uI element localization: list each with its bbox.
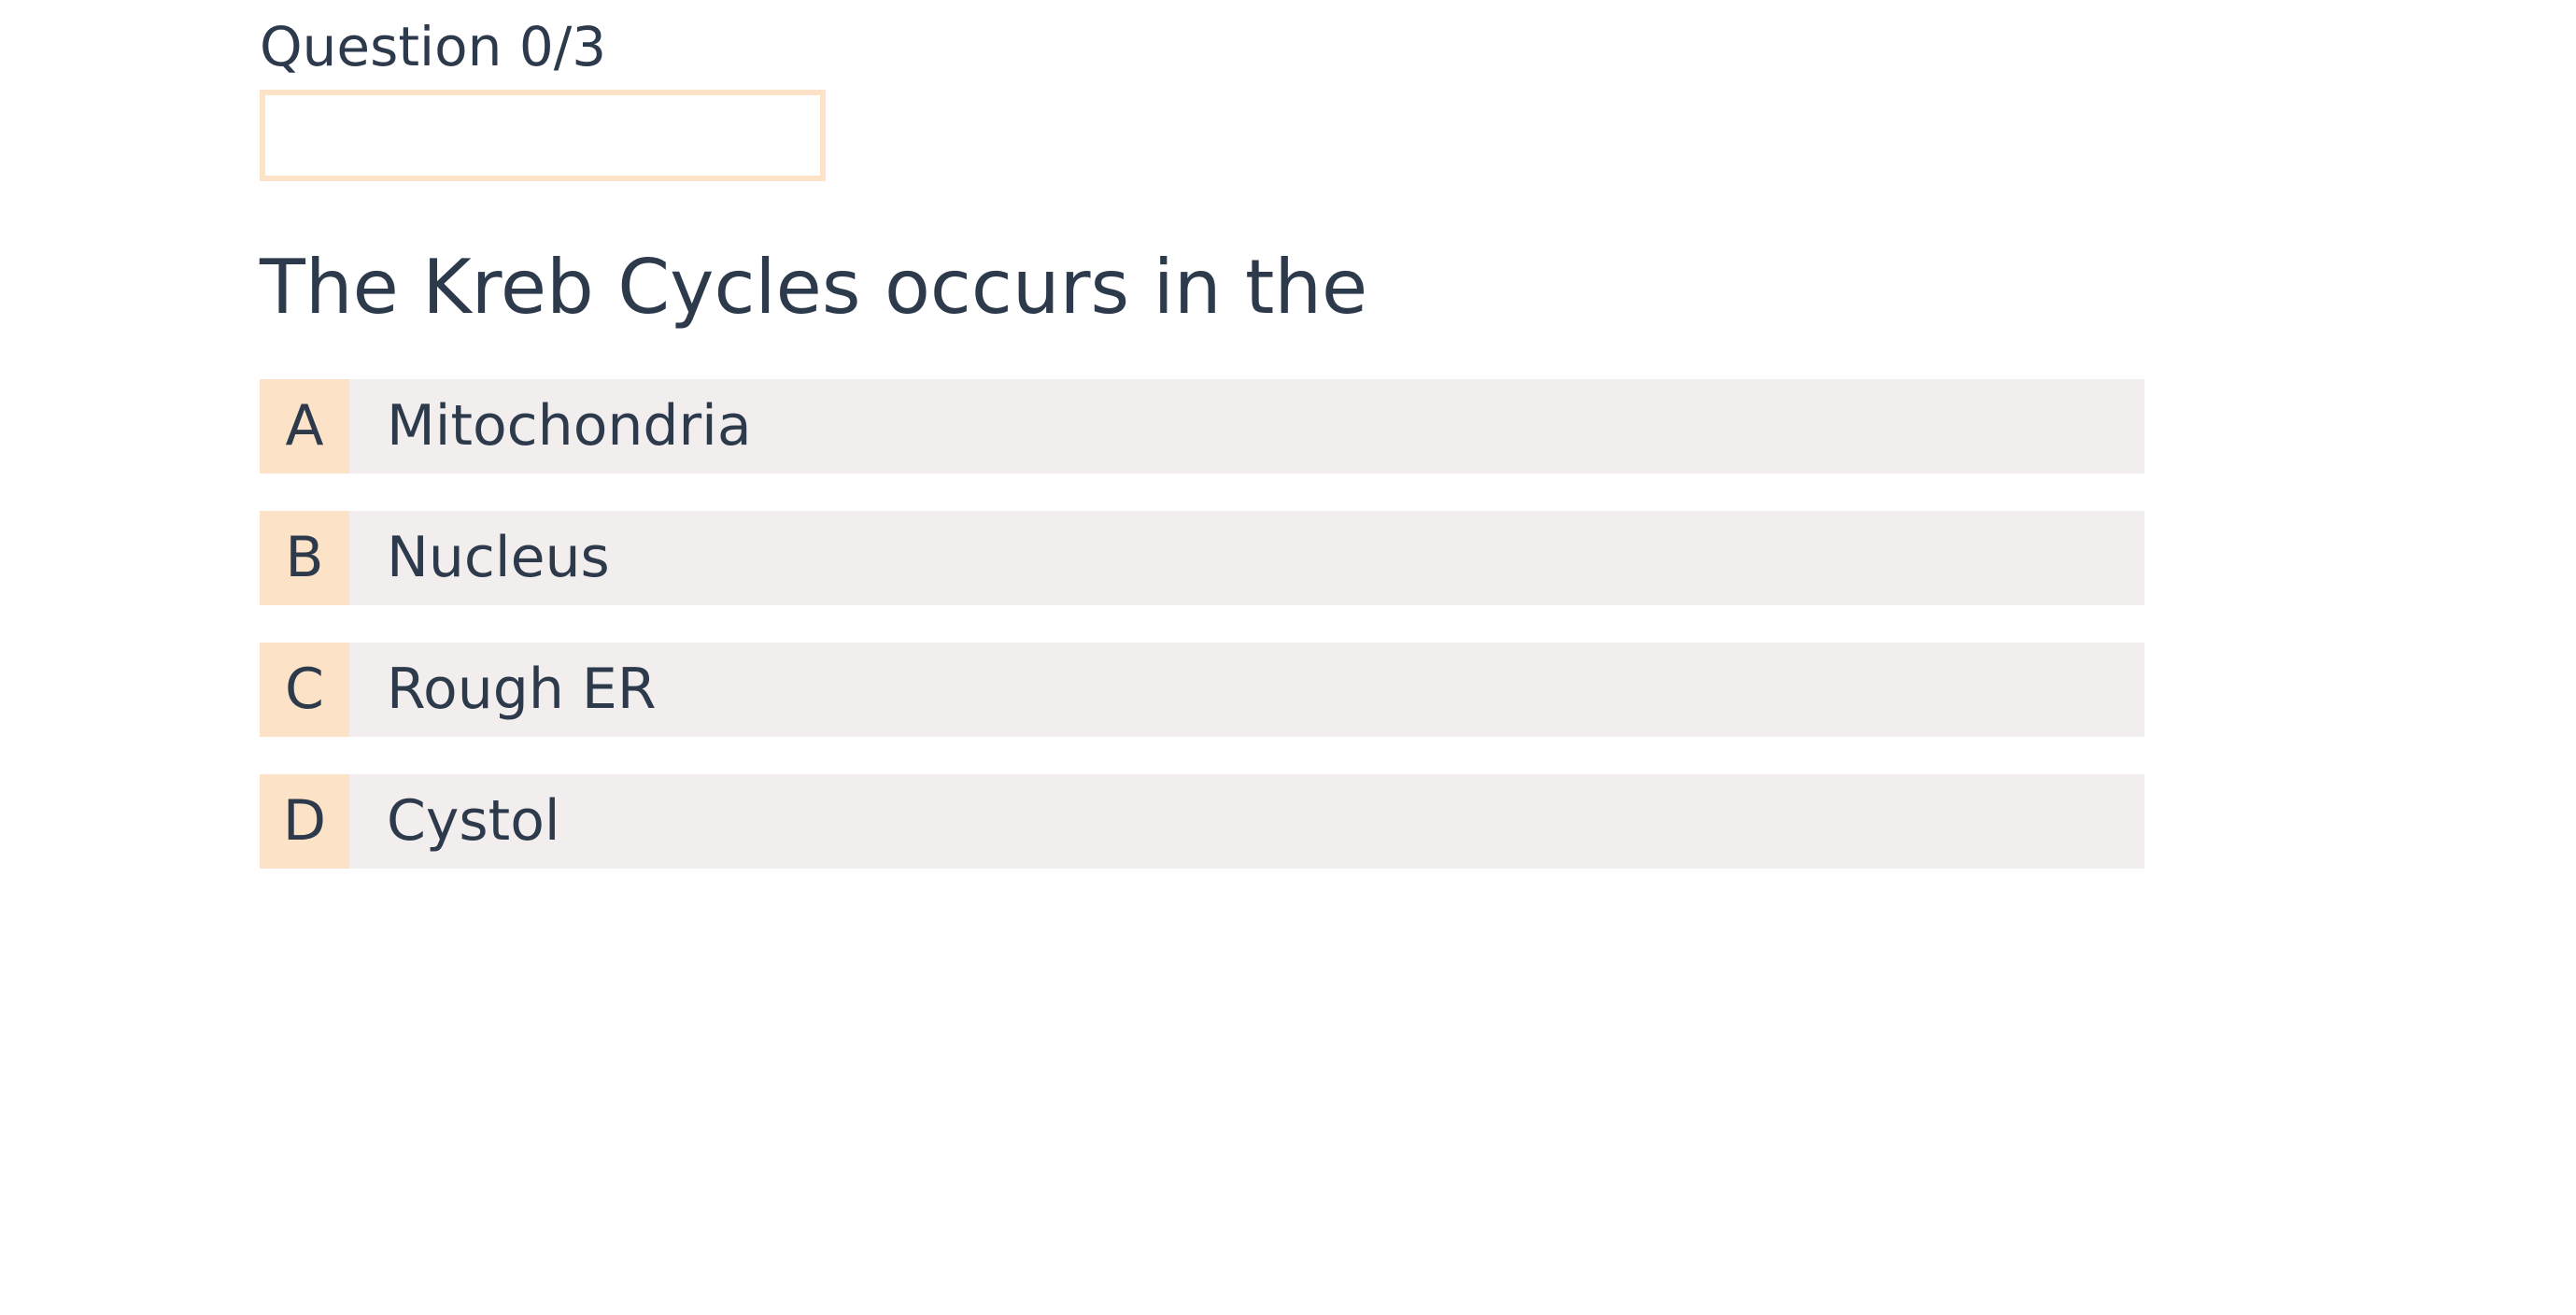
answer-option-d[interactable]: D Cystol — [260, 774, 2144, 869]
option-text: Nucleus — [387, 525, 610, 590]
option-text: Cystol — [387, 788, 560, 854]
option-letter: A — [260, 379, 349, 474]
answer-option-c[interactable]: C Rough ER — [260, 643, 2144, 737]
question-text: The Kreb Cycles occurs in the — [260, 244, 1368, 331]
option-letter: D — [260, 774, 349, 869]
option-text: Rough ER — [387, 657, 657, 722]
question-counter: Question 0/3 — [260, 15, 607, 78]
option-text: Mitochondria — [387, 393, 752, 459]
answer-option-b[interactable]: B Nucleus — [260, 511, 2144, 605]
option-letter: C — [260, 643, 349, 737]
progress-bar — [260, 90, 826, 181]
option-letter: B — [260, 511, 349, 605]
answer-options: A Mitochondria B Nucleus C Rough ER D Cy… — [260, 379, 2144, 906]
answer-option-a[interactable]: A Mitochondria — [260, 379, 2144, 474]
